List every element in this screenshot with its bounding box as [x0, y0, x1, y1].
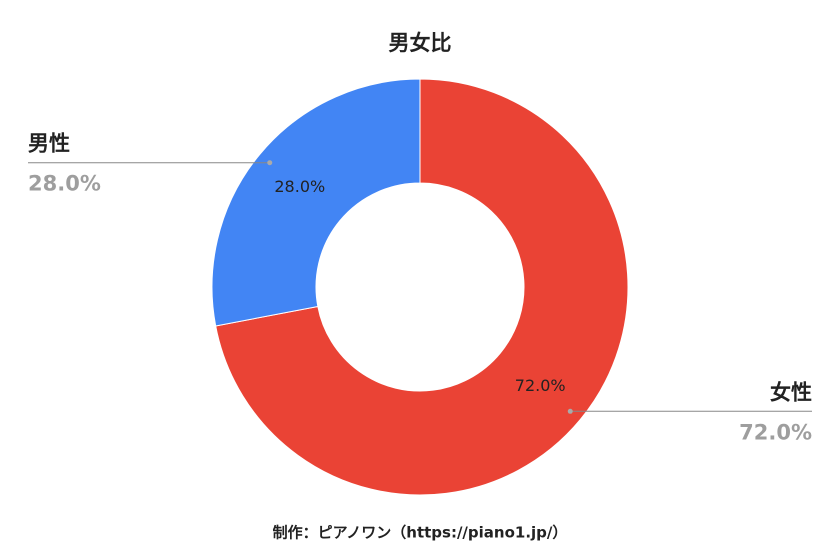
- slice-label: 72.0%: [515, 376, 566, 395]
- leader-dot: [567, 408, 573, 414]
- chart-title: 男女比: [389, 31, 452, 55]
- legend-value: 72.0%: [739, 420, 812, 444]
- leader-dot: [267, 160, 273, 166]
- legend-label: 男性: [28, 132, 70, 156]
- slice: [215, 78, 629, 496]
- slice-label: 28.0%: [274, 177, 325, 196]
- legend-value: 28.0%: [28, 172, 101, 196]
- slice: [211, 78, 421, 327]
- source-note: 制作：ピアノワン（https://piano1.jp/）: [273, 524, 568, 542]
- legend-label: 女性: [770, 380, 812, 404]
